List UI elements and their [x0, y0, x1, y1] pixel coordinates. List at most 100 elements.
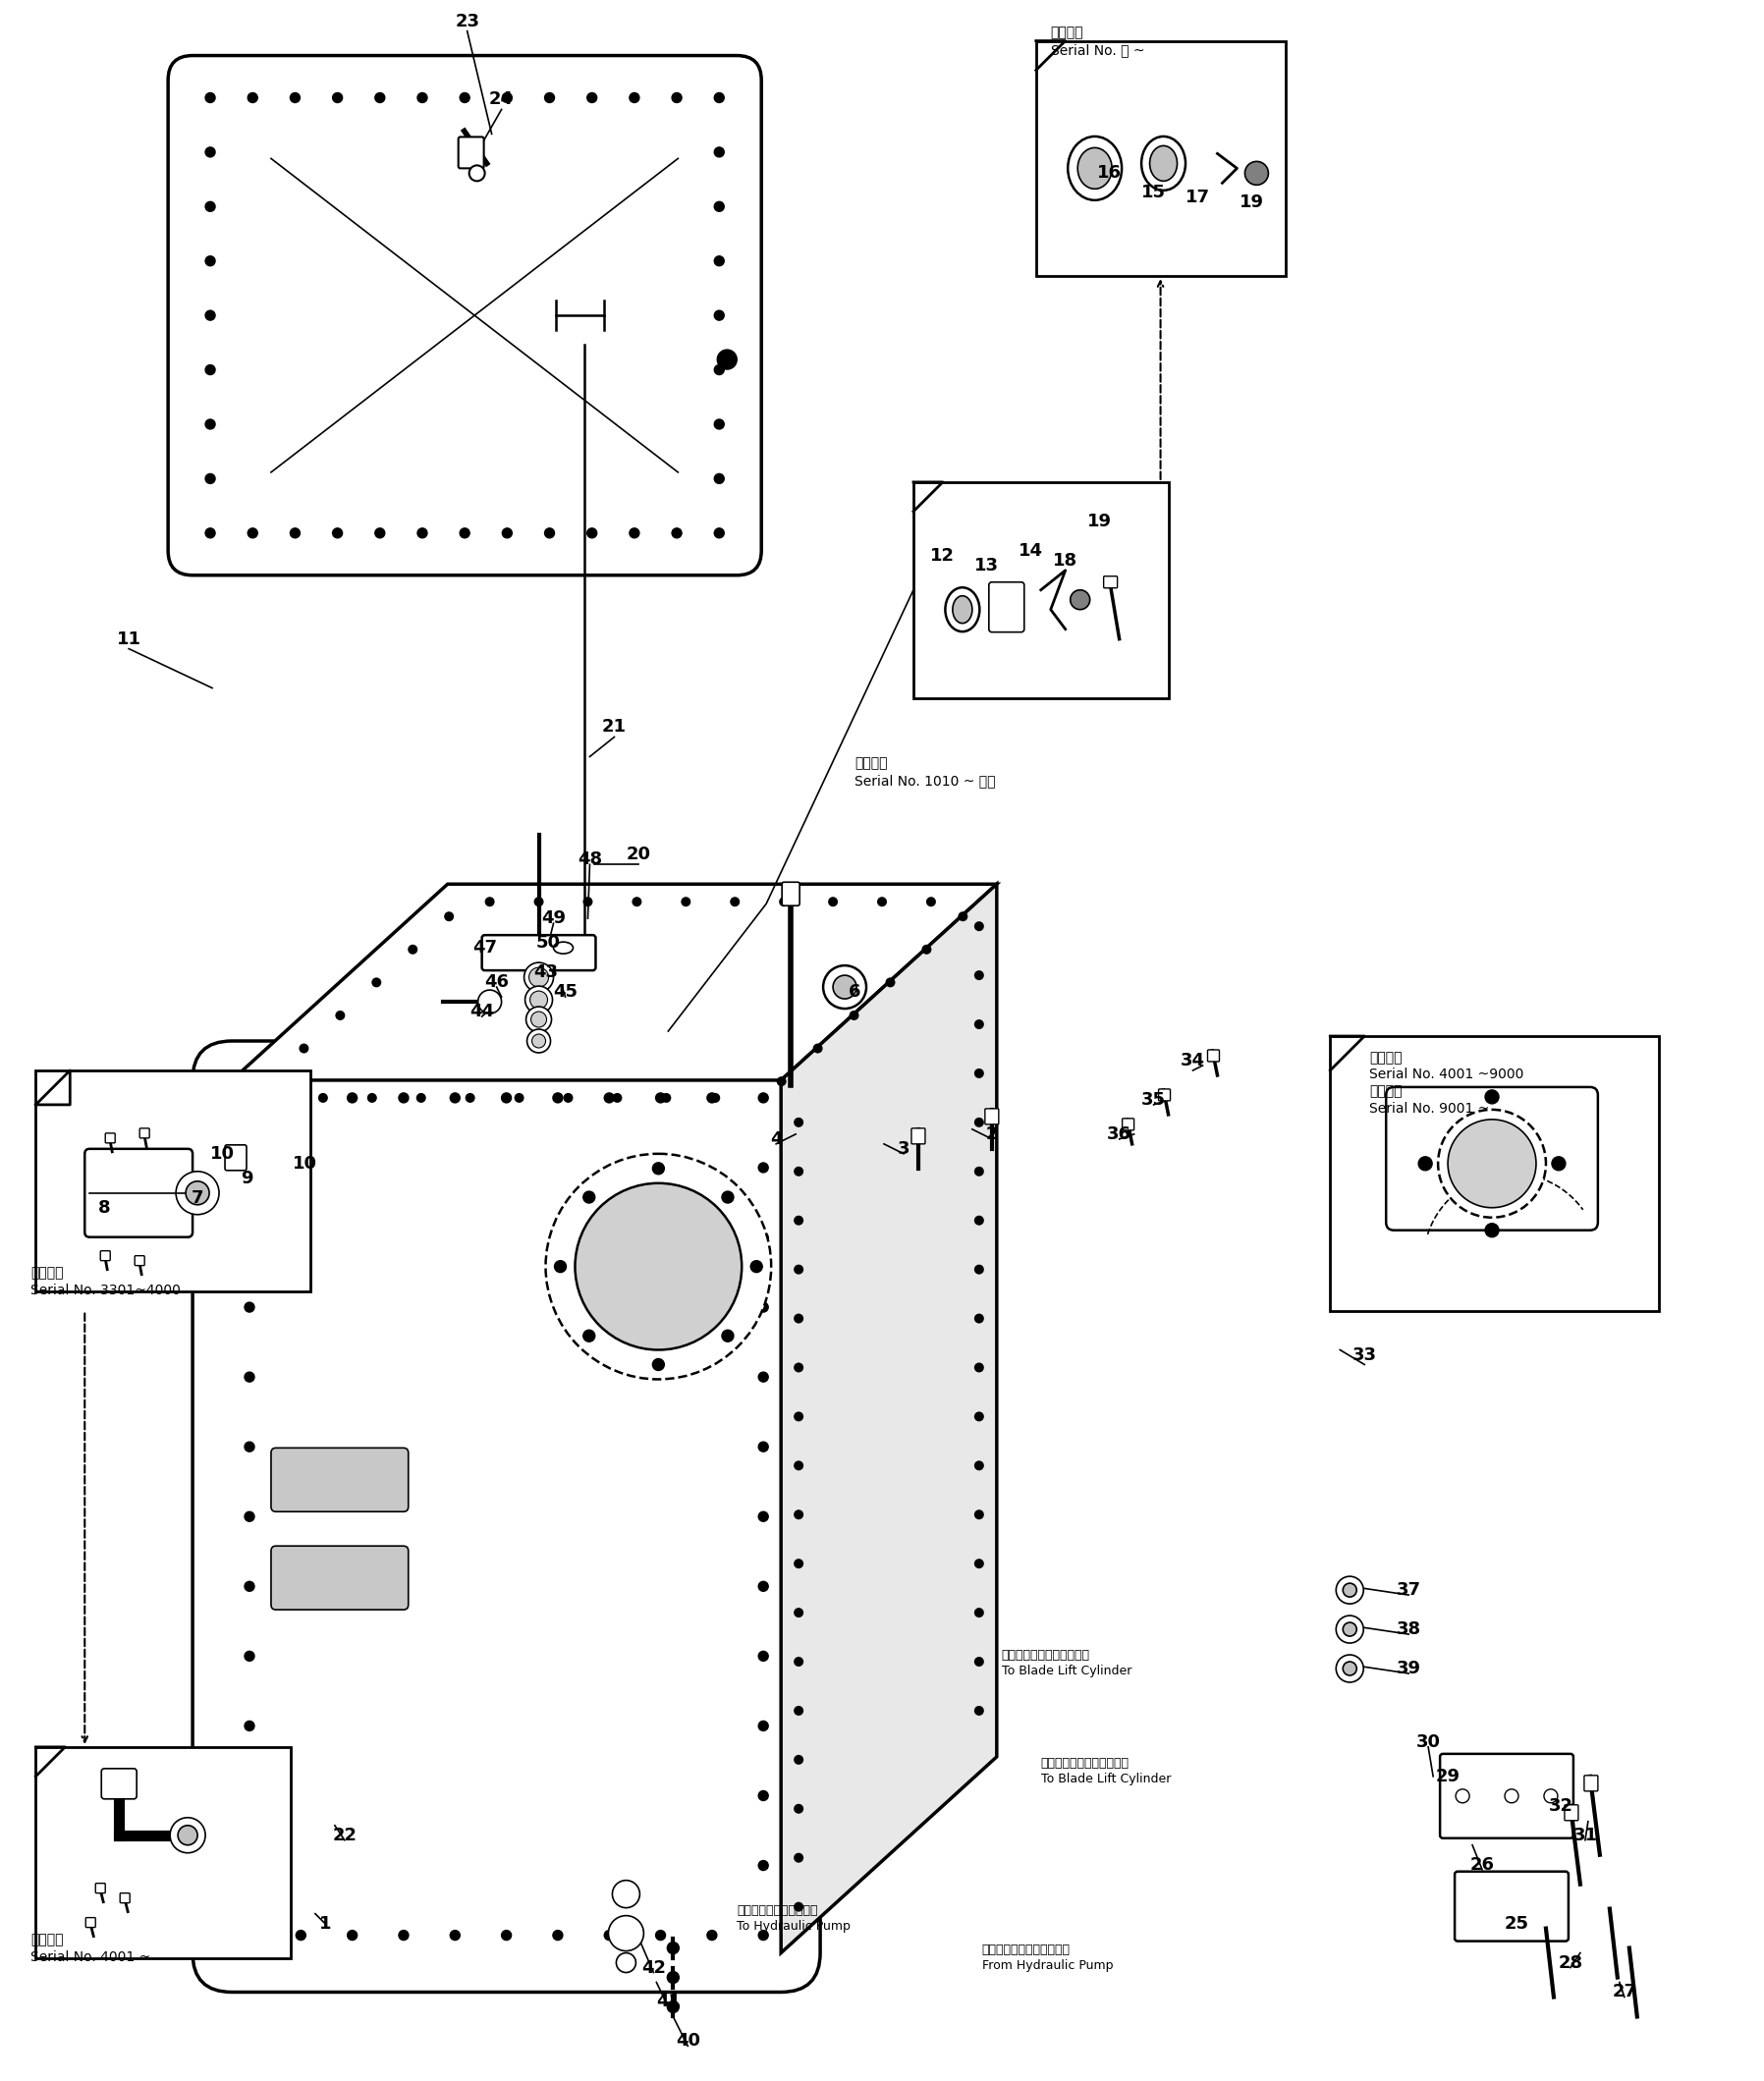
FancyBboxPatch shape [85, 1149, 192, 1236]
Circle shape [205, 94, 215, 102]
Circle shape [466, 1093, 475, 1103]
Circle shape [759, 1093, 769, 1103]
Text: 39: 39 [1397, 1661, 1420, 1677]
Circle shape [245, 1721, 254, 1731]
Circle shape [1342, 1584, 1357, 1596]
Circle shape [974, 1167, 984, 1176]
FancyBboxPatch shape [139, 1128, 150, 1138]
Circle shape [245, 1931, 254, 1939]
Circle shape [298, 1043, 309, 1053]
Ellipse shape [953, 595, 972, 624]
FancyBboxPatch shape [1439, 1754, 1573, 1838]
Text: 50: 50 [536, 934, 561, 951]
Circle shape [721, 1190, 734, 1203]
Circle shape [759, 1303, 769, 1313]
Circle shape [333, 529, 342, 539]
Circle shape [245, 1303, 254, 1313]
Circle shape [205, 202, 215, 212]
Circle shape [974, 922, 984, 930]
Circle shape [794, 1167, 804, 1176]
Circle shape [1342, 1623, 1357, 1636]
FancyBboxPatch shape [226, 1145, 247, 1170]
Circle shape [296, 1093, 305, 1103]
Circle shape [563, 1093, 573, 1103]
FancyBboxPatch shape [272, 1546, 407, 1611]
Circle shape [318, 1093, 328, 1103]
Text: 9: 9 [240, 1170, 252, 1186]
Circle shape [205, 148, 215, 156]
Circle shape [450, 1093, 460, 1103]
Circle shape [714, 420, 723, 429]
Circle shape [714, 364, 723, 375]
Circle shape [205, 310, 215, 320]
FancyBboxPatch shape [120, 1894, 131, 1902]
Text: 43: 43 [533, 964, 557, 980]
Circle shape [794, 1706, 804, 1715]
FancyBboxPatch shape [912, 1128, 924, 1145]
Circle shape [974, 1706, 984, 1715]
Circle shape [794, 1559, 804, 1569]
Text: 4: 4 [769, 1130, 781, 1149]
Circle shape [721, 1330, 734, 1342]
Circle shape [524, 964, 554, 993]
FancyBboxPatch shape [1208, 1049, 1219, 1061]
Circle shape [612, 1093, 623, 1103]
Circle shape [376, 94, 385, 102]
Text: ブレードリフトシリンダヘ
To Blade Lift Cylinder: ブレードリフトシリンダヘ To Blade Lift Cylinder [1041, 1756, 1171, 1785]
Circle shape [552, 1931, 563, 1939]
Circle shape [545, 529, 554, 539]
Circle shape [923, 945, 931, 955]
Circle shape [205, 364, 215, 375]
Circle shape [1335, 1577, 1364, 1604]
Circle shape [418, 94, 427, 102]
Circle shape [759, 1371, 769, 1382]
Text: ハイドロリックポンプヘ
To Hydraulic Pump: ハイドロリックポンプヘ To Hydraulic Pump [737, 1904, 850, 1933]
Circle shape [418, 529, 427, 539]
Circle shape [296, 1931, 305, 1939]
Circle shape [245, 1582, 254, 1592]
Circle shape [974, 1068, 984, 1078]
FancyBboxPatch shape [482, 934, 596, 970]
Circle shape [794, 1804, 804, 1815]
Circle shape [974, 970, 984, 980]
Circle shape [552, 1093, 563, 1103]
Circle shape [399, 1093, 409, 1103]
Circle shape [974, 1215, 984, 1226]
Text: 33: 33 [1353, 1346, 1376, 1363]
FancyBboxPatch shape [134, 1255, 145, 1265]
Text: ブレードリフトシリンダヘ
To Blade Lift Cylinder: ブレードリフトシリンダヘ To Blade Lift Cylinder [1002, 1648, 1132, 1677]
Circle shape [348, 1931, 356, 1939]
Text: 44: 44 [469, 1003, 494, 1020]
Circle shape [714, 94, 723, 102]
Circle shape [718, 350, 737, 368]
Circle shape [526, 986, 552, 1013]
Text: 適用号機
Serial No. ・ ~: 適用号機 Serial No. ・ ~ [1051, 27, 1145, 56]
Circle shape [612, 1881, 640, 1908]
Circle shape [974, 1609, 984, 1617]
Circle shape [794, 1265, 804, 1274]
Circle shape [416, 1093, 425, 1103]
Circle shape [335, 1011, 346, 1020]
Text: 24: 24 [489, 92, 513, 108]
Circle shape [348, 1093, 356, 1103]
Circle shape [1438, 1109, 1545, 1217]
Circle shape [794, 1117, 804, 1128]
Ellipse shape [1067, 137, 1122, 200]
Polygon shape [781, 884, 997, 1952]
Ellipse shape [1141, 137, 1185, 189]
Text: 7: 7 [191, 1188, 203, 1207]
Text: 19: 19 [1087, 512, 1111, 531]
Circle shape [974, 1265, 984, 1274]
Circle shape [485, 897, 494, 907]
Text: 15: 15 [1141, 183, 1166, 202]
Circle shape [672, 529, 681, 539]
Circle shape [247, 529, 258, 539]
Bar [1035, 42, 1286, 277]
FancyBboxPatch shape [1584, 1775, 1598, 1792]
Circle shape [469, 164, 485, 181]
Circle shape [534, 897, 543, 907]
Circle shape [974, 1411, 984, 1421]
Circle shape [813, 1043, 822, 1053]
Text: 16: 16 [1097, 164, 1122, 181]
FancyBboxPatch shape [106, 1134, 115, 1142]
